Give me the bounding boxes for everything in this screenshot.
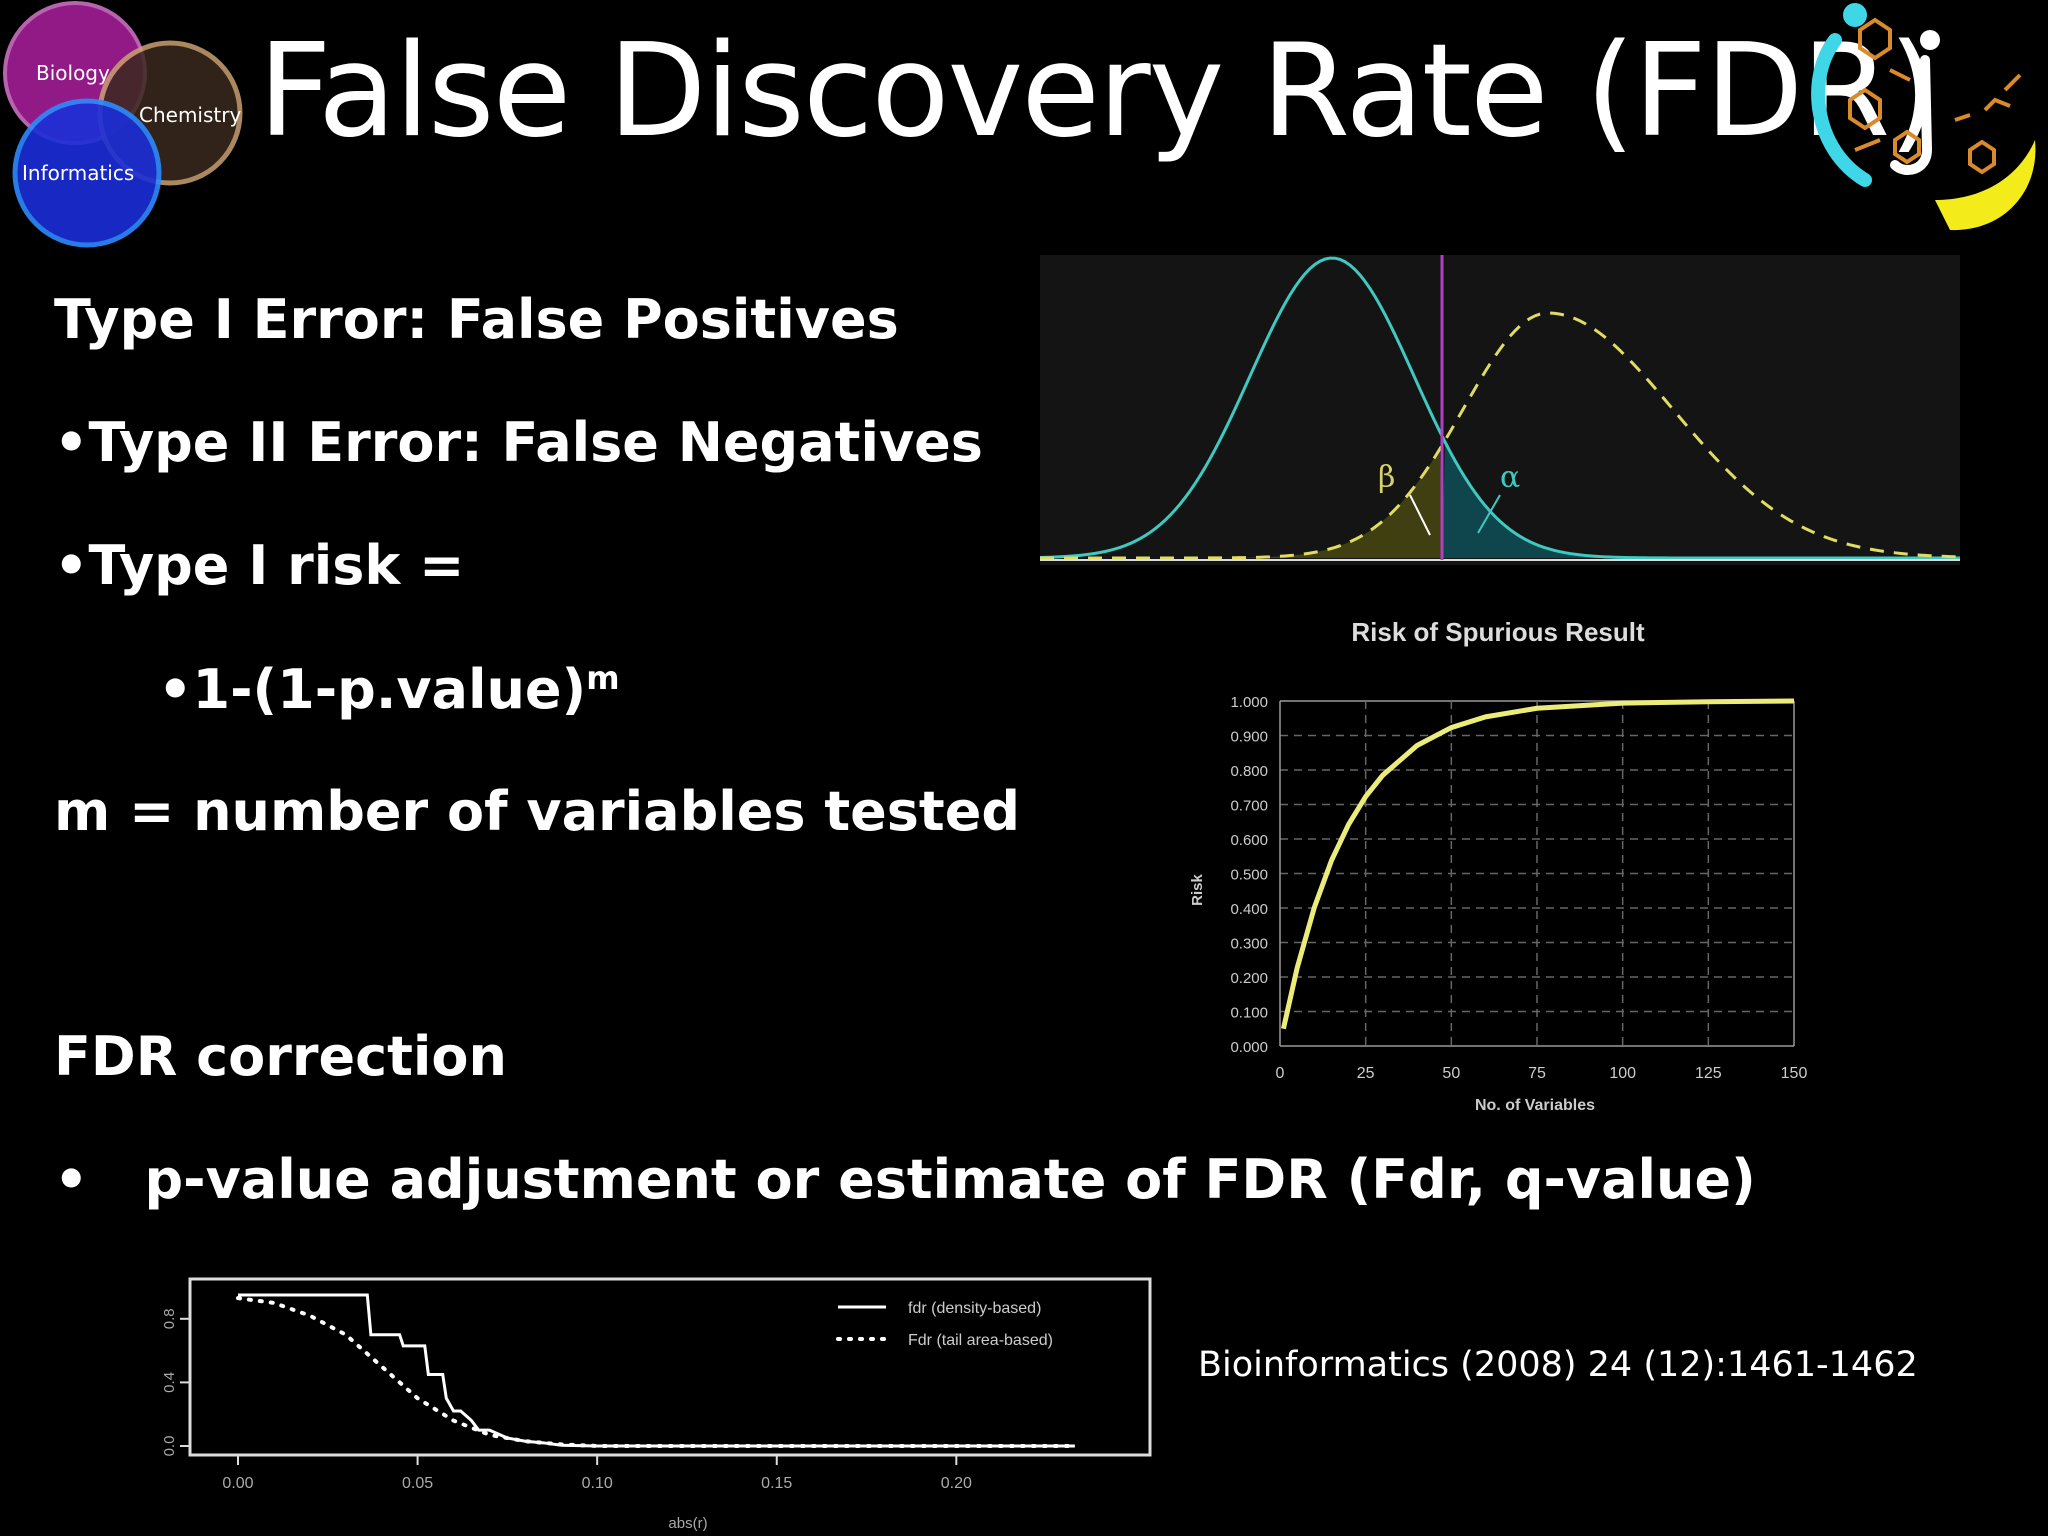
- fdr-legend: fdr (density-based) Fdr (tail area-based…: [836, 1300, 1053, 1349]
- alpha-label: α: [1500, 460, 1520, 495]
- bullet-fdr-correction: FDR correction: [54, 1025, 507, 1088]
- venn-label-informatics: Informatics: [22, 161, 134, 185]
- risk-x-tick: 150: [1781, 1065, 1808, 1082]
- risk-y-tick: 0.100: [1230, 1005, 1268, 1022]
- fdr-x-tick: 0.20: [941, 1475, 972, 1492]
- bullet-pvalue-adjustment: • p-value adjustment or estimate of FDR (…: [54, 1153, 1756, 1207]
- slide-title: False Discovery Rate (FDR): [258, 17, 1938, 166]
- bullet-risk-formula: •1-(1-p.value)m: [158, 662, 620, 717]
- fdr-y-tick: 0.0: [161, 1436, 178, 1457]
- venn-diagram: Biology Chemistry Informatics: [3, 1, 243, 248]
- formula-exponent: m: [586, 659, 620, 697]
- beta-label: β: [1378, 460, 1395, 495]
- fdr-y-tick: 0.4: [161, 1372, 178, 1393]
- legend-fdr-tail: Fdr (tail area-based): [908, 1332, 1053, 1349]
- alpha-area: [1442, 441, 1960, 558]
- fdr-chart: 0.0 0.4 0.8 0.00 0.05 0.10 0.15 0.20 fdr (dens…: [161, 1277, 1152, 1532]
- risk-x-tick: 25: [1357, 1065, 1375, 1082]
- risk-y-tick: 0.400: [1230, 901, 1268, 918]
- null-distribution-curve: [1040, 256, 1960, 560]
- risk-y-tick: 0.800: [1230, 763, 1268, 780]
- risk-chart: Risk of Spurious Result 0.0000.1000.2000…: [1189, 617, 1808, 1114]
- risk-grid: [1279, 700, 1795, 1047]
- legend-fdr-density: fdr (density-based): [908, 1300, 1041, 1317]
- risk-y-tick: 0.600: [1230, 832, 1268, 849]
- fdr-y-tick: 0.8: [161, 1308, 178, 1329]
- risk-y-tick: 0.300: [1230, 936, 1268, 953]
- fdr-x-tick: 0.05: [402, 1475, 433, 1492]
- beta-pointer: [1409, 494, 1431, 536]
- molecule-logo-icon: [1811, 3, 2036, 231]
- risk-y-tick: 1.000: [1230, 694, 1268, 711]
- informatics-circle: [12, 98, 162, 248]
- risk-chart-title: Risk of Spurious Result: [1351, 617, 1645, 647]
- beta-area: [1040, 448, 1442, 558]
- pvalue-adjustment-text: p-value adjustment or estimate of FDR (F…: [144, 1148, 1756, 1211]
- risk-x-axis-label: No. of Variables: [1475, 1097, 1595, 1114]
- risk-y-tick: 0.200: [1230, 970, 1268, 987]
- fdr-x-tick-labels: 0.00 0.05 0.10 0.15 0.20: [222, 1455, 972, 1492]
- bullet-type1-error: Type I Error: False Positives: [54, 288, 899, 351]
- distribution-overlap-chart: β α: [1040, 255, 1960, 565]
- fdr-x-tick: 0.00: [222, 1475, 253, 1492]
- bullet-type2-error: •Type II Error: False Negatives: [54, 411, 983, 474]
- bullet-m-definition: m = number of variables tested: [54, 780, 1020, 843]
- fdr-y-tick-labels: 0.0 0.4 0.8: [161, 1308, 190, 1456]
- fdr-density-curve: [238, 1293, 1075, 1448]
- risk-y-tick: 0.500: [1230, 867, 1268, 884]
- risk-x-tick: 75: [1528, 1065, 1546, 1082]
- fdr-x-tick: 0.10: [582, 1475, 613, 1492]
- risk-y-tick-labels: 0.000 0.100 0.200 0.300 0.400 0.500 0.600 0.700…: [1230, 694, 1268, 1056]
- risk-y-tick: 0.700: [1230, 798, 1268, 815]
- fdr-plot-frame: [188, 1277, 1152, 1457]
- venn-label-chemistry: Chemistry: [139, 103, 241, 127]
- bullet-type1-risk: •Type I risk =: [54, 534, 465, 597]
- risk-y-tick: 0.000: [1230, 1039, 1268, 1056]
- alpha-pointer: [1477, 494, 1501, 534]
- risk-x-tick: 100: [1609, 1065, 1636, 1082]
- fdr-x-tick: 0.15: [761, 1475, 792, 1492]
- alternative-distribution-curve: [1040, 311, 1960, 560]
- risk-y-tick: 0.900: [1230, 729, 1268, 746]
- fdr-tail-area-curve: [236, 1296, 1077, 1448]
- bullet-marker: •: [54, 1148, 89, 1211]
- fdr-x-axis-label: abs(r): [668, 1515, 707, 1532]
- venn-label-biology: Biology: [36, 61, 110, 85]
- risk-x-tick: 50: [1442, 1065, 1460, 1082]
- risk-x-tick-labels: 0 25 50 75 100 125 150: [1276, 1065, 1808, 1082]
- citation-text: Bioinformatics (2008) 24 (12):1461-1462: [1198, 1345, 1918, 1385]
- risk-x-tick: 0: [1276, 1065, 1285, 1082]
- risk-y-axis-label: Risk: [1189, 874, 1206, 906]
- risk-curve: [1280, 698, 1795, 1030]
- formula-text: •1-(1-p.value): [158, 658, 587, 721]
- risk-x-tick: 125: [1695, 1065, 1722, 1082]
